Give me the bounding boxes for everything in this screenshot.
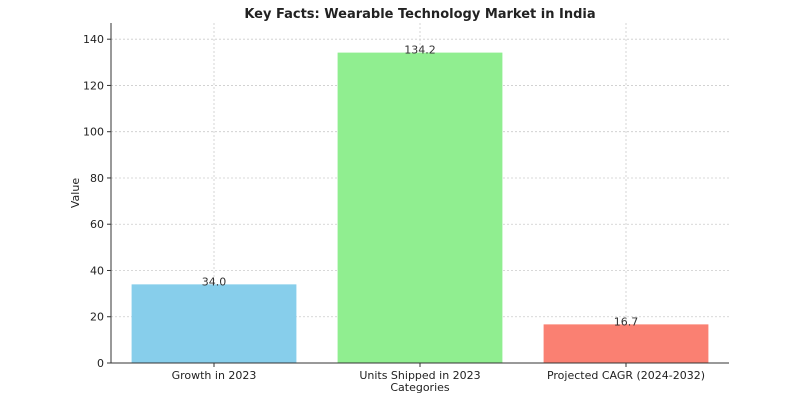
- y-tick-label: 120: [83, 79, 104, 92]
- data-labels: 34.0 134.2 16.7: [202, 44, 639, 329]
- bar-1: [131, 284, 297, 363]
- x-axis-label: Categories: [390, 381, 450, 394]
- y-tick-label: 100: [83, 126, 104, 139]
- bar-2: [337, 52, 503, 364]
- y-axis-label: Value: [69, 178, 82, 208]
- bar-3: [543, 324, 709, 363]
- y-tick-label: 20: [90, 311, 104, 324]
- y-tick-label: 0: [97, 357, 104, 370]
- data-label: 16.7: [614, 315, 639, 328]
- y-tick-label: 60: [90, 218, 104, 231]
- x-tick-label: Units Shipped in 2023: [359, 369, 480, 382]
- data-label: 34.0: [202, 275, 227, 288]
- bars: [131, 52, 709, 364]
- data-label: 134.2: [404, 44, 436, 57]
- chart-title: Key Facts: Wearable Technology Market in…: [244, 7, 595, 22]
- axes: 0 20 40 60 80 100 120 140 Growth in 2023 Units Sh…: [83, 23, 729, 382]
- x-tick-label: Growth in 2023: [172, 369, 257, 382]
- y-tick-label: 80: [90, 172, 104, 185]
- y-tick-label: 140: [83, 33, 104, 46]
- x-tick-label: Projected CAGR (2024-2032): [547, 369, 705, 382]
- y-tick-label: 40: [90, 264, 104, 277]
